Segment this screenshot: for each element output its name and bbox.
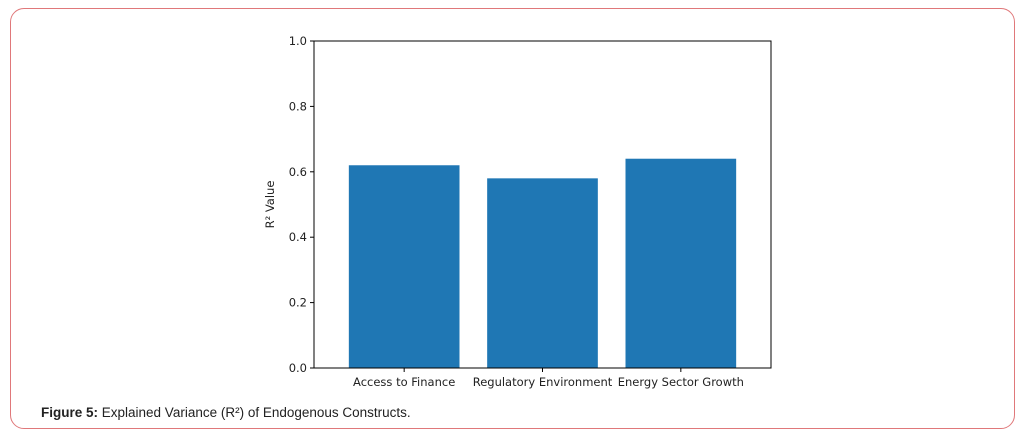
bar-regulatory-environment xyxy=(487,178,598,368)
x-tick-label: Energy Sector Growth xyxy=(618,375,744,389)
y-tick-label: 0.4 xyxy=(289,230,307,244)
caption-label: Figure 5: xyxy=(41,405,99,420)
y-ticks-group: 0.0 0.2 0.4 0.6 0.8 1.0 xyxy=(289,34,314,375)
plot-area xyxy=(313,40,772,369)
bars-group xyxy=(348,158,737,368)
y-tick-label: 1.0 xyxy=(289,34,307,48)
x-ticks-group: Access to Finance Regulatory Environment E… xyxy=(353,368,744,389)
figure-caption: Figure 5: Explained Variance (R²) of End… xyxy=(41,405,411,420)
y-axis-label: R² Value xyxy=(263,181,277,229)
y-tick-label: 0.0 xyxy=(289,361,307,375)
bar-access-to-finance xyxy=(348,165,460,368)
y-tick-label: 0.6 xyxy=(289,165,307,179)
y-tick-label: 0.2 xyxy=(289,296,307,310)
x-tick-label: Access to Finance xyxy=(353,375,455,389)
caption-text: Explained Variance (R²) of Endogenous Co… xyxy=(98,405,411,420)
bar-energy-sector-growth xyxy=(625,158,737,368)
y-tick-label: 0.8 xyxy=(289,99,307,113)
x-tick-label: Regulatory Environment xyxy=(473,375,613,389)
